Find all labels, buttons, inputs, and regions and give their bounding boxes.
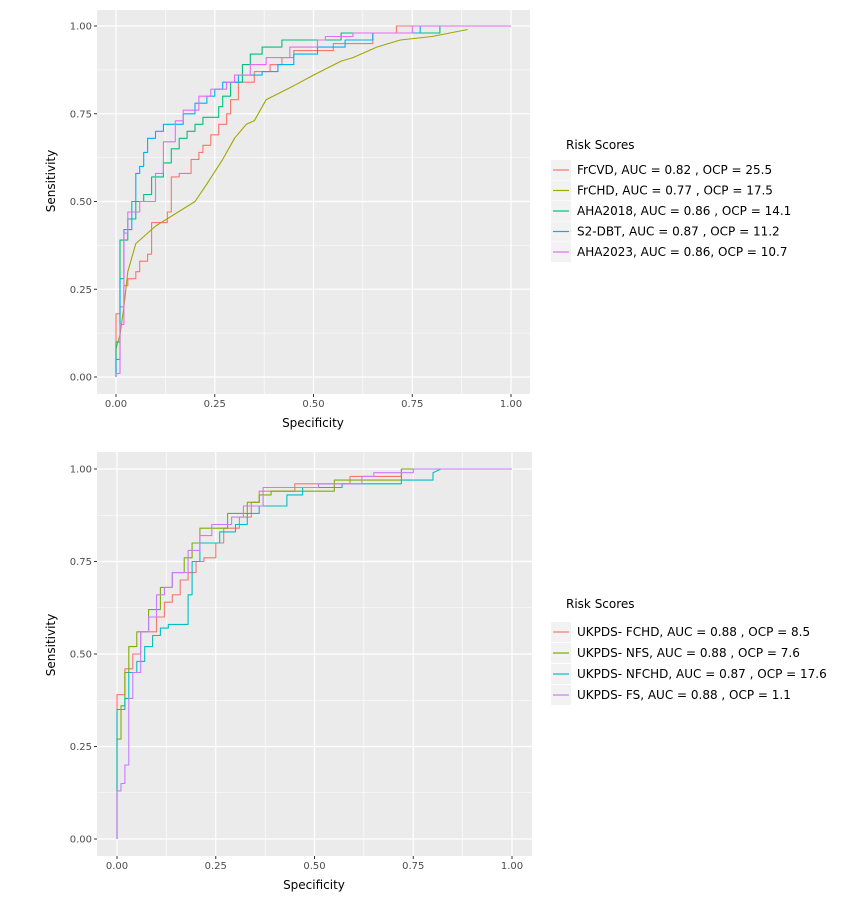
y-tick-label: 0.50 xyxy=(70,650,92,661)
y-axis-title: Sensitivity xyxy=(44,150,58,212)
y-tick-label: 0.75 xyxy=(70,109,92,120)
roc-curve xyxy=(115,28,468,377)
x-tick-label: 0.75 xyxy=(401,399,423,410)
legend-label: UKPDS- NFCHD, AUC = 0.87 , OCP = 17.6 xyxy=(577,667,827,681)
y-tick-label: 1.00 xyxy=(70,465,92,476)
roc-chart-top: 0.00 0.25 0.50 0.75 1.00 0.00 0.25 0.50 0.75 1.0… xyxy=(44,10,791,430)
legend: Risk Scores FrCVD, AUC = 0.82 , OCP = 25… xyxy=(551,138,791,262)
series-lines xyxy=(116,468,512,839)
x-tick-label: 0.25 xyxy=(204,399,226,410)
roc-curve xyxy=(116,468,512,839)
y-tick-label: 0.25 xyxy=(70,285,92,296)
roc-curve xyxy=(116,468,512,839)
legend-label: UKPDS- NFS, AUC = 0.88 , OCP = 7.6 xyxy=(577,646,800,660)
y-tick-label: 1.00 xyxy=(70,22,92,33)
y-tick-label: 0.00 xyxy=(70,373,92,384)
roc-curve xyxy=(116,468,512,839)
legend-title: Risk Scores xyxy=(566,138,635,152)
x-axis-title: Specificity xyxy=(283,878,345,892)
legend-label: UKPDS- FCHD, AUC = 0.88 , OCP = 8.5 xyxy=(577,625,810,639)
gridlines xyxy=(97,10,530,394)
x-tick-label: 0.75 xyxy=(402,861,424,872)
legend-label: S2-DBT, AUC = 0.87 , OCP = 11.2 xyxy=(577,225,780,239)
x-tick-label: 0.25 xyxy=(205,861,227,872)
series-lines xyxy=(115,25,511,377)
y-tick-label: 0.25 xyxy=(70,742,92,753)
x-tick-label: 1.00 xyxy=(501,861,523,872)
y-axis-title: Sensitivity xyxy=(44,614,58,676)
y-tick-label: 0.50 xyxy=(70,197,92,208)
y-tick-label: 0.00 xyxy=(70,835,92,846)
legend: Risk Scores UKPDS- FCHD, AUC = 0.88 , OC… xyxy=(551,597,827,705)
x-tick-label: 1.00 xyxy=(500,399,522,410)
x-tick-label: 0.50 xyxy=(303,861,325,872)
legend-label: FrCVD, AUC = 0.82 , OCP = 25.5 xyxy=(577,163,772,177)
x-tick-label: 0.00 xyxy=(105,399,127,410)
y-axis-ticks: 0.00 0.25 0.50 0.75 1.00 xyxy=(70,465,97,846)
roc-curve xyxy=(115,25,511,377)
y-tick-label: 0.75 xyxy=(70,557,92,568)
legend-label: AHA2018, AUC = 0.86 , OCP = 14.1 xyxy=(577,204,791,218)
legend-label: UKPDS- FS, AUC = 0.88 , OCP = 1.1 xyxy=(577,688,791,702)
x-axis-ticks: 0.00 0.25 0.50 0.75 1.00 xyxy=(106,856,523,872)
x-tick-label: 0.50 xyxy=(302,399,324,410)
legend-title: Risk Scores xyxy=(566,597,635,611)
roc-curve xyxy=(115,25,511,377)
legend-label: AHA2023, AUC = 0.86, OCP = 10.7 xyxy=(577,245,787,259)
x-axis-ticks: 0.00 0.25 0.50 0.75 1.00 xyxy=(105,394,522,410)
x-axis-title: Specificity xyxy=(282,416,344,430)
roc-chart-bottom: 0.00 0.25 0.50 0.75 1.00 0.00 0.25 0.50 0.75 1.0… xyxy=(44,452,827,892)
y-axis-ticks: 0.00 0.25 0.50 0.75 1.00 xyxy=(70,22,97,384)
legend-label: FrCHD, AUC = 0.77 , OCP = 17.5 xyxy=(577,184,773,198)
x-tick-label: 0.00 xyxy=(106,861,128,872)
